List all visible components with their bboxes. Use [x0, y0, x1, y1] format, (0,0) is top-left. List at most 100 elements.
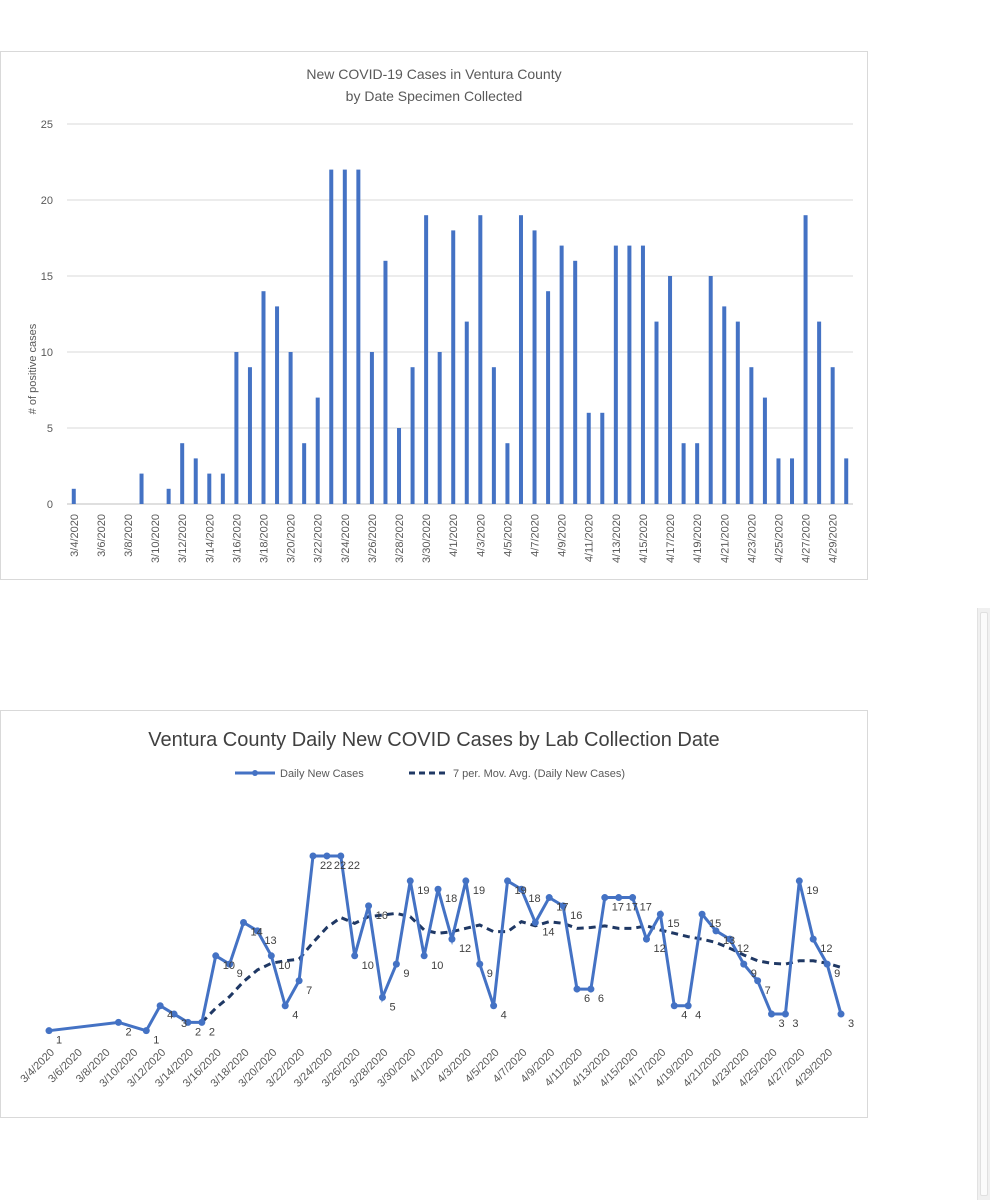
- data-point: [351, 952, 359, 960]
- data-label: 16: [570, 910, 582, 922]
- data-label: 19: [806, 885, 818, 897]
- data-point: [212, 952, 220, 960]
- data-point: [587, 985, 595, 993]
- bar: [329, 169, 334, 504]
- bar: [288, 352, 293, 504]
- data-label: 17: [612, 902, 624, 914]
- line-chart: Ventura County Daily New COVID Cases by …: [18, 729, 854, 1090]
- data-label: 9: [403, 968, 409, 980]
- x-tick-label: 3/26/2020: [367, 514, 379, 563]
- bar: [71, 488, 76, 504]
- bar: [220, 473, 225, 504]
- bar: [478, 215, 483, 504]
- data-label: 12: [820, 943, 832, 955]
- data-label: 13: [723, 935, 735, 947]
- bar: [383, 260, 388, 504]
- bar: [275, 306, 280, 504]
- data-point: [309, 852, 317, 860]
- scrollbar-thumb[interactable]: [980, 612, 988, 1196]
- data-point: [517, 885, 525, 893]
- x-tick-label: 3/22/2020: [313, 514, 325, 563]
- data-label: 4: [501, 1010, 507, 1022]
- x-tick-label: 4/17/2020: [665, 514, 677, 563]
- x-tick-label: 4/1/2020: [448, 514, 460, 557]
- bar: [139, 473, 144, 504]
- data-label: 18: [528, 893, 540, 905]
- bar: [302, 443, 307, 504]
- data-label: 9: [487, 968, 493, 980]
- bar: [397, 428, 402, 504]
- bar: [424, 215, 429, 504]
- data-label: 22: [334, 860, 346, 872]
- y-tick-label: 20: [41, 195, 53, 207]
- data-label: 18: [445, 893, 457, 905]
- data-label: 9: [237, 968, 243, 980]
- data-point: [295, 977, 303, 985]
- data-point: [490, 1002, 498, 1010]
- x-tick-label: 4/15/2020: [638, 514, 650, 563]
- data-point: [142, 1027, 150, 1035]
- data-point: [740, 960, 748, 968]
- data-label: 16: [376, 910, 388, 922]
- bar: [803, 215, 808, 504]
- data-label: 22: [348, 860, 360, 872]
- data-label: 15: [667, 918, 679, 930]
- x-tick-label: 3/28/2020: [394, 514, 406, 563]
- x-tick-label: 3/14/2020: [204, 514, 216, 563]
- x-tick-label: 4/5/2020: [502, 514, 514, 557]
- bar: [681, 443, 686, 504]
- bar-chart-panel: New COVID-19 Cases in Ventura County by …: [0, 51, 868, 580]
- x-tick-label: 3/18/2020: [259, 514, 271, 563]
- bar: [247, 367, 252, 504]
- bar: [207, 473, 212, 504]
- x-tick-label: 3/30/2020: [421, 514, 433, 563]
- bar: [613, 245, 618, 504]
- scrollbar-track[interactable]: [977, 608, 990, 1200]
- bar: [437, 352, 442, 504]
- x-tick-label: 3/10/2020: [150, 514, 162, 563]
- data-label: 4: [695, 1010, 701, 1022]
- data-point: [531, 919, 539, 927]
- data-label: 9: [834, 968, 840, 980]
- data-point: [476, 960, 484, 968]
- data-point: [337, 852, 345, 860]
- bar: [369, 352, 374, 504]
- data-point: [267, 952, 275, 960]
- data-point: [768, 1010, 776, 1018]
- data-point: [823, 960, 831, 968]
- data-label: 22: [320, 860, 332, 872]
- bar: [261, 291, 266, 504]
- bar: [410, 367, 415, 504]
- data-point: [795, 877, 803, 885]
- bar: [640, 245, 645, 504]
- bar: [451, 230, 456, 504]
- data-point: [406, 877, 414, 885]
- bar: [315, 397, 320, 504]
- bar: [505, 443, 510, 504]
- data-point: [754, 977, 762, 985]
- bar: [749, 367, 754, 504]
- data-label: 10: [362, 960, 374, 972]
- bar: [735, 321, 740, 504]
- bar: [518, 215, 523, 504]
- data-point: [573, 985, 581, 993]
- data-label: 2: [209, 1026, 215, 1038]
- bar: [627, 245, 632, 504]
- data-label: 6: [598, 993, 604, 1005]
- data-point: [698, 910, 706, 918]
- bar: [573, 260, 578, 504]
- legend-label-avg: 7 per. Mov. Avg. (Daily New Cases): [453, 768, 625, 780]
- x-tick-label: 3/6/2020: [96, 514, 108, 557]
- x-tick-label: 3/8/2020: [123, 514, 135, 557]
- data-point: [365, 902, 373, 910]
- data-point: [226, 960, 234, 968]
- data-label: 19: [515, 885, 527, 897]
- bar: [817, 321, 822, 504]
- data-label: 4: [167, 1010, 173, 1022]
- y-tick-label: 0: [47, 499, 53, 511]
- bar: [464, 321, 469, 504]
- data-point: [323, 852, 331, 860]
- data-point: [712, 927, 720, 935]
- data-point: [726, 935, 734, 943]
- x-tick-label: 4/29/2020: [828, 514, 840, 563]
